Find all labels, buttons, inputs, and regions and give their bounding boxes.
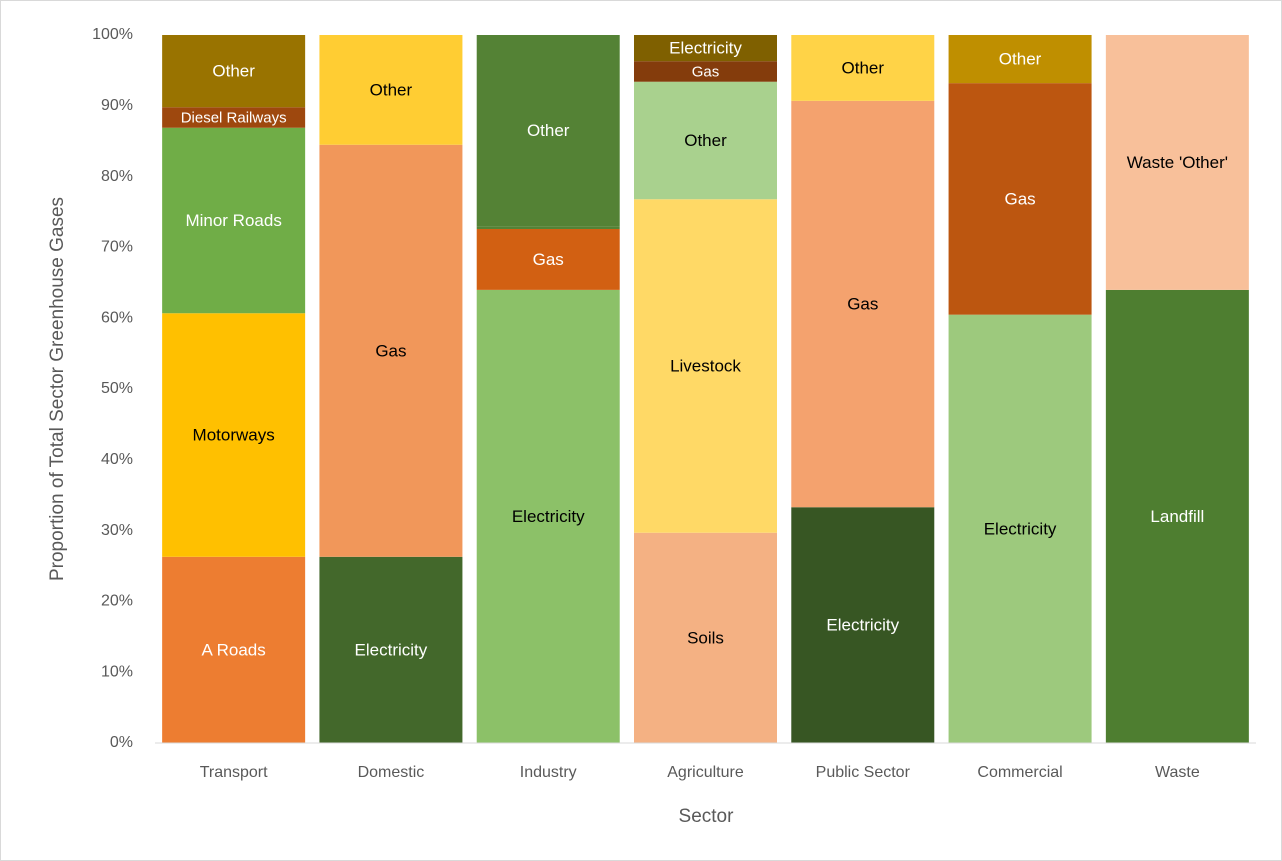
segment-label: Electricity bbox=[669, 39, 742, 58]
bar-segment bbox=[948, 314, 1092, 743]
bar-segment bbox=[1105, 289, 1249, 743]
bar-segment bbox=[948, 35, 1092, 84]
y-tick-label: 40% bbox=[101, 451, 133, 468]
bar-segment bbox=[476, 226, 620, 229]
bar-segment bbox=[948, 83, 1092, 315]
y-tick-label: 90% bbox=[101, 97, 133, 114]
y-tick-label: 60% bbox=[101, 309, 133, 326]
segment-label: Electricity bbox=[826, 616, 899, 635]
y-tick-label: 80% bbox=[101, 168, 133, 185]
segment-label: Gas bbox=[847, 295, 878, 314]
segment-label: Landfill bbox=[1150, 507, 1204, 526]
bar-segment bbox=[162, 313, 306, 557]
segment-label: Other bbox=[999, 50, 1042, 69]
segment-label: A Roads bbox=[202, 640, 266, 659]
y-tick-label: 30% bbox=[101, 522, 133, 539]
segment-label: Electricity bbox=[512, 507, 585, 526]
y-tick-label: 100% bbox=[92, 26, 133, 43]
x-tick-label: Transport bbox=[200, 764, 268, 781]
y-tick-label: 0% bbox=[110, 734, 133, 751]
bar-segment bbox=[634, 35, 777, 62]
segment-label: Electricity bbox=[355, 640, 428, 659]
segment-label: Other bbox=[684, 131, 727, 150]
bar-segment bbox=[634, 61, 777, 82]
bar-segment bbox=[319, 556, 463, 743]
y-tick-label: 10% bbox=[101, 663, 133, 680]
bar-segment bbox=[476, 228, 620, 290]
segment-label: Gas bbox=[692, 63, 720, 80]
bar-segment bbox=[634, 199, 777, 533]
segment-label: Motorways bbox=[193, 426, 275, 445]
y-tick-label: 50% bbox=[101, 380, 133, 397]
bar-segment bbox=[791, 507, 935, 743]
bar-segment bbox=[319, 144, 463, 557]
segment-label: Livestock bbox=[670, 356, 741, 375]
segment-label: Gas bbox=[1004, 189, 1035, 208]
segment-label: Other bbox=[212, 62, 255, 81]
bar-segment bbox=[476, 35, 620, 227]
bar-segment bbox=[791, 100, 935, 508]
segment-label: Electricity bbox=[984, 519, 1057, 538]
bar-segment bbox=[162, 107, 306, 128]
bar-segment bbox=[162, 35, 306, 108]
segment-label: Soils bbox=[687, 628, 724, 647]
segment-label: Other bbox=[370, 80, 413, 99]
y-axis-title: Proportion of Total Sector Greenhouse Ga… bbox=[47, 197, 68, 581]
y-tick-label: 70% bbox=[101, 239, 133, 256]
x-tick-label: Public Sector bbox=[816, 764, 911, 781]
bar-segment bbox=[319, 35, 463, 145]
y-tick-label: 20% bbox=[101, 593, 133, 610]
segment-label: Other bbox=[527, 121, 570, 140]
segment-label: Gas bbox=[375, 341, 406, 360]
x-tick-label: Industry bbox=[520, 764, 577, 781]
segment-label: Other bbox=[842, 58, 885, 77]
segment-label: Minor Roads bbox=[185, 211, 281, 230]
bar-segment bbox=[634, 81, 777, 200]
bar-segment bbox=[162, 127, 306, 314]
bar-segment bbox=[476, 289, 620, 743]
segment-label: Gas bbox=[533, 250, 564, 269]
x-tick-label: Agriculture bbox=[667, 764, 744, 781]
x-tick-label: Waste bbox=[1155, 764, 1200, 781]
x-tick-label: Domestic bbox=[358, 764, 425, 781]
segment-label: Waste 'Other' bbox=[1127, 153, 1228, 172]
x-tick-label: Commercial bbox=[977, 764, 1062, 781]
bar-segment bbox=[634, 532, 777, 743]
bar-segment bbox=[162, 556, 306, 743]
x-axis-title: Sector bbox=[679, 806, 735, 827]
bar-segment bbox=[791, 35, 935, 101]
bar-segment bbox=[1105, 35, 1249, 290]
segment-label: Diesel Railways bbox=[181, 109, 287, 126]
